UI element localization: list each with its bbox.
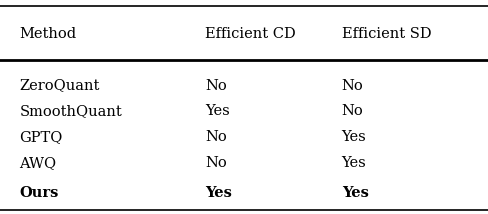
Text: Yes: Yes: [342, 186, 368, 200]
Text: Method: Method: [20, 27, 77, 41]
Text: Yes: Yes: [342, 156, 366, 170]
Text: Ours: Ours: [20, 186, 59, 200]
Text: GPTQ: GPTQ: [20, 130, 63, 144]
Text: No: No: [205, 79, 227, 93]
Text: Yes: Yes: [205, 186, 232, 200]
Text: Efficient SD: Efficient SD: [342, 27, 431, 41]
Text: ZeroQuant: ZeroQuant: [20, 79, 100, 93]
Text: Yes: Yes: [342, 130, 366, 144]
Text: No: No: [205, 130, 227, 144]
Text: Yes: Yes: [205, 104, 230, 118]
Text: AWQ: AWQ: [20, 156, 57, 170]
Text: No: No: [342, 104, 364, 118]
Text: Efficient CD: Efficient CD: [205, 27, 296, 41]
Text: No: No: [205, 156, 227, 170]
Text: No: No: [342, 79, 364, 93]
Text: SmoothQuant: SmoothQuant: [20, 104, 122, 118]
